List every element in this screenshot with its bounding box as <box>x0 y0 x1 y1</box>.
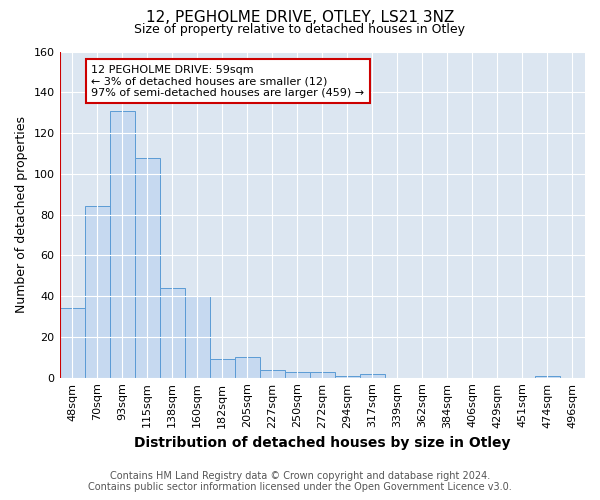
Bar <box>185 296 209 378</box>
Bar <box>85 206 110 378</box>
Y-axis label: Number of detached properties: Number of detached properties <box>15 116 28 313</box>
Text: 12, PEGHOLME DRIVE, OTLEY, LS21 3NZ: 12, PEGHOLME DRIVE, OTLEY, LS21 3NZ <box>146 10 454 25</box>
Bar <box>335 376 360 378</box>
Bar <box>235 358 260 378</box>
X-axis label: Distribution of detached houses by size in Otley: Distribution of detached houses by size … <box>134 436 511 450</box>
Text: 12 PEGHOLME DRIVE: 59sqm
← 3% of detached houses are smaller (12)
97% of semi-de: 12 PEGHOLME DRIVE: 59sqm ← 3% of detache… <box>91 64 364 98</box>
Bar <box>360 374 385 378</box>
Bar <box>160 288 185 378</box>
Bar <box>260 370 285 378</box>
Bar <box>209 360 235 378</box>
Text: Contains HM Land Registry data © Crown copyright and database right 2024.
Contai: Contains HM Land Registry data © Crown c… <box>88 471 512 492</box>
Bar <box>134 158 160 378</box>
Text: Size of property relative to detached houses in Otley: Size of property relative to detached ho… <box>134 22 466 36</box>
Bar <box>285 372 310 378</box>
Bar <box>535 376 560 378</box>
Bar <box>310 372 335 378</box>
Bar <box>110 110 134 378</box>
Bar <box>59 308 85 378</box>
